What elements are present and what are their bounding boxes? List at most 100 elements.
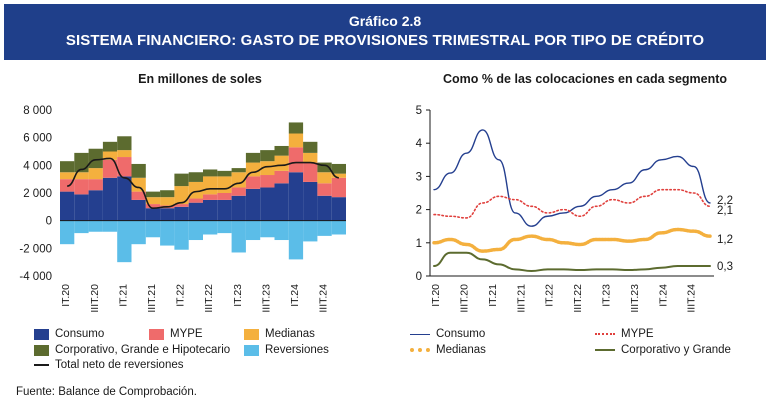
bar-medianas: [160, 197, 175, 206]
legend-line-swatch: [410, 348, 430, 352]
legend-total: Total neto de reversiones: [34, 359, 184, 371]
total-neto-line: [66, 157, 340, 210]
bar-reversiones: [260, 220, 275, 238]
legend-line-swatch: [34, 364, 49, 366]
legend-corporativo: Corporativo, Grande e Hipotecario: [34, 344, 230, 356]
bar-medianas: [88, 168, 103, 180]
bar-corporativo: [317, 162, 332, 173]
bar-mype: [188, 198, 203, 203]
bar-medianas: [145, 197, 161, 205]
x-tick-label: IIIT.24: [318, 284, 330, 313]
bar-consumo: [60, 191, 75, 221]
x-tick-label: IT.22: [175, 284, 187, 307]
bar-mype: [131, 191, 146, 200]
bar-corporativo: [274, 145, 289, 156]
bar-corporativo: [131, 163, 146, 178]
x-tick-label: IT.20: [430, 284, 442, 307]
y-tick-label: -4 000: [19, 271, 52, 283]
bar-reversiones: [174, 220, 189, 250]
bar-reversiones: [288, 220, 304, 260]
bar-consumo: [131, 199, 146, 221]
y-tick-label: 2 000: [23, 188, 52, 200]
bar-reversiones: [331, 220, 346, 235]
legend-label: Total neto de reversiones: [55, 359, 184, 371]
y-tick-label: 4: [416, 138, 423, 150]
bar-medianas: [174, 186, 189, 205]
legend-label: MYPE: [621, 328, 654, 340]
bar-medianas: [331, 173, 346, 178]
legend-label: Corporativo y Grande: [621, 344, 731, 356]
bar-consumo: [217, 199, 232, 221]
x-tick-label: IT.24: [657, 284, 669, 307]
bar-consumo: [88, 190, 103, 221]
bar-consumo: [331, 197, 346, 221]
legend-medianas-line: Medianas: [410, 344, 486, 356]
x-tick-label: IT.21: [487, 284, 499, 307]
bar-mype: [317, 183, 332, 196]
x-tick-label: IIIT.20: [89, 284, 101, 313]
bar-reversiones: [88, 220, 103, 232]
bar-consumo: [288, 172, 304, 221]
bar-consumo: [231, 195, 246, 221]
bar-medianas: [102, 151, 118, 160]
bar-medianas: [303, 152, 318, 163]
legend-label: Consumo: [55, 328, 105, 340]
bar-consumo: [102, 177, 118, 221]
bar-corporativo: [88, 148, 103, 169]
legend-label: Consumo: [436, 328, 486, 340]
legend-label: Reversiones: [265, 344, 329, 356]
bar-corporativo: [174, 173, 189, 187]
bar-reversiones: [317, 220, 332, 236]
x-tick-label: IT.22: [544, 284, 556, 307]
bar-mype: [288, 147, 304, 173]
bar-medianas: [260, 161, 275, 176]
bar-consumo: [188, 202, 203, 221]
x-tick-label: IT.21: [117, 284, 129, 307]
bar-medianas: [74, 172, 89, 180]
bar-reversiones: [160, 220, 175, 246]
line-medianas: [432, 227, 712, 253]
bar-medianas: [131, 177, 146, 192]
y-tick-label: 1: [416, 238, 422, 250]
x-tick-label: IIIT.22: [572, 284, 584, 313]
bar-mype: [145, 204, 161, 209]
legend-consumo-line: Consumo: [410, 328, 485, 340]
bar-mype: [203, 194, 218, 200]
bar-mype: [331, 177, 346, 198]
bar-reversiones: [274, 220, 289, 241]
bar-consumo: [245, 188, 261, 221]
bar-medianas: [60, 172, 75, 180]
bar-reversiones: [145, 220, 161, 238]
bar-corporativo: [288, 122, 304, 134]
end-label-medianas: 1,2: [717, 234, 733, 246]
bar-consumo: [303, 181, 318, 221]
bar-medianas: [288, 133, 304, 148]
bar-consumo: [74, 194, 89, 221]
x-tick-label: IIIT.21: [146, 284, 158, 313]
bar-mype: [303, 162, 318, 182]
y-tick-label: 2: [416, 205, 422, 217]
left-subtitle: En millones de soles: [138, 72, 262, 86]
legend-medianas: Medianas: [244, 328, 315, 340]
legend-swatch: [149, 328, 164, 340]
bar-consumo: [145, 208, 161, 221]
bar-reversiones: [188, 220, 203, 241]
bar-mype: [88, 179, 103, 191]
bar-mype: [260, 175, 275, 188]
bar-reversiones: [245, 220, 261, 241]
bar-reversiones: [303, 220, 318, 242]
legend-label: MYPE: [170, 328, 203, 340]
bar-corporativo: [231, 168, 246, 173]
bar-consumo: [160, 208, 175, 221]
bar-corporativo: [203, 169, 218, 177]
bar-medianas: [274, 155, 289, 171]
x-tick-label: IIIT.23: [260, 284, 272, 313]
bar-mype: [245, 176, 261, 189]
bar-reversiones: [217, 220, 232, 234]
line-consumo: [433, 129, 711, 227]
right-subtitle: Como % de las colocaciones en cada segme…: [442, 72, 728, 86]
legend-mype-line: MYPE: [595, 328, 654, 340]
x-tick-label: IIIT.23: [629, 284, 641, 313]
legend-line-swatch: [595, 333, 615, 335]
